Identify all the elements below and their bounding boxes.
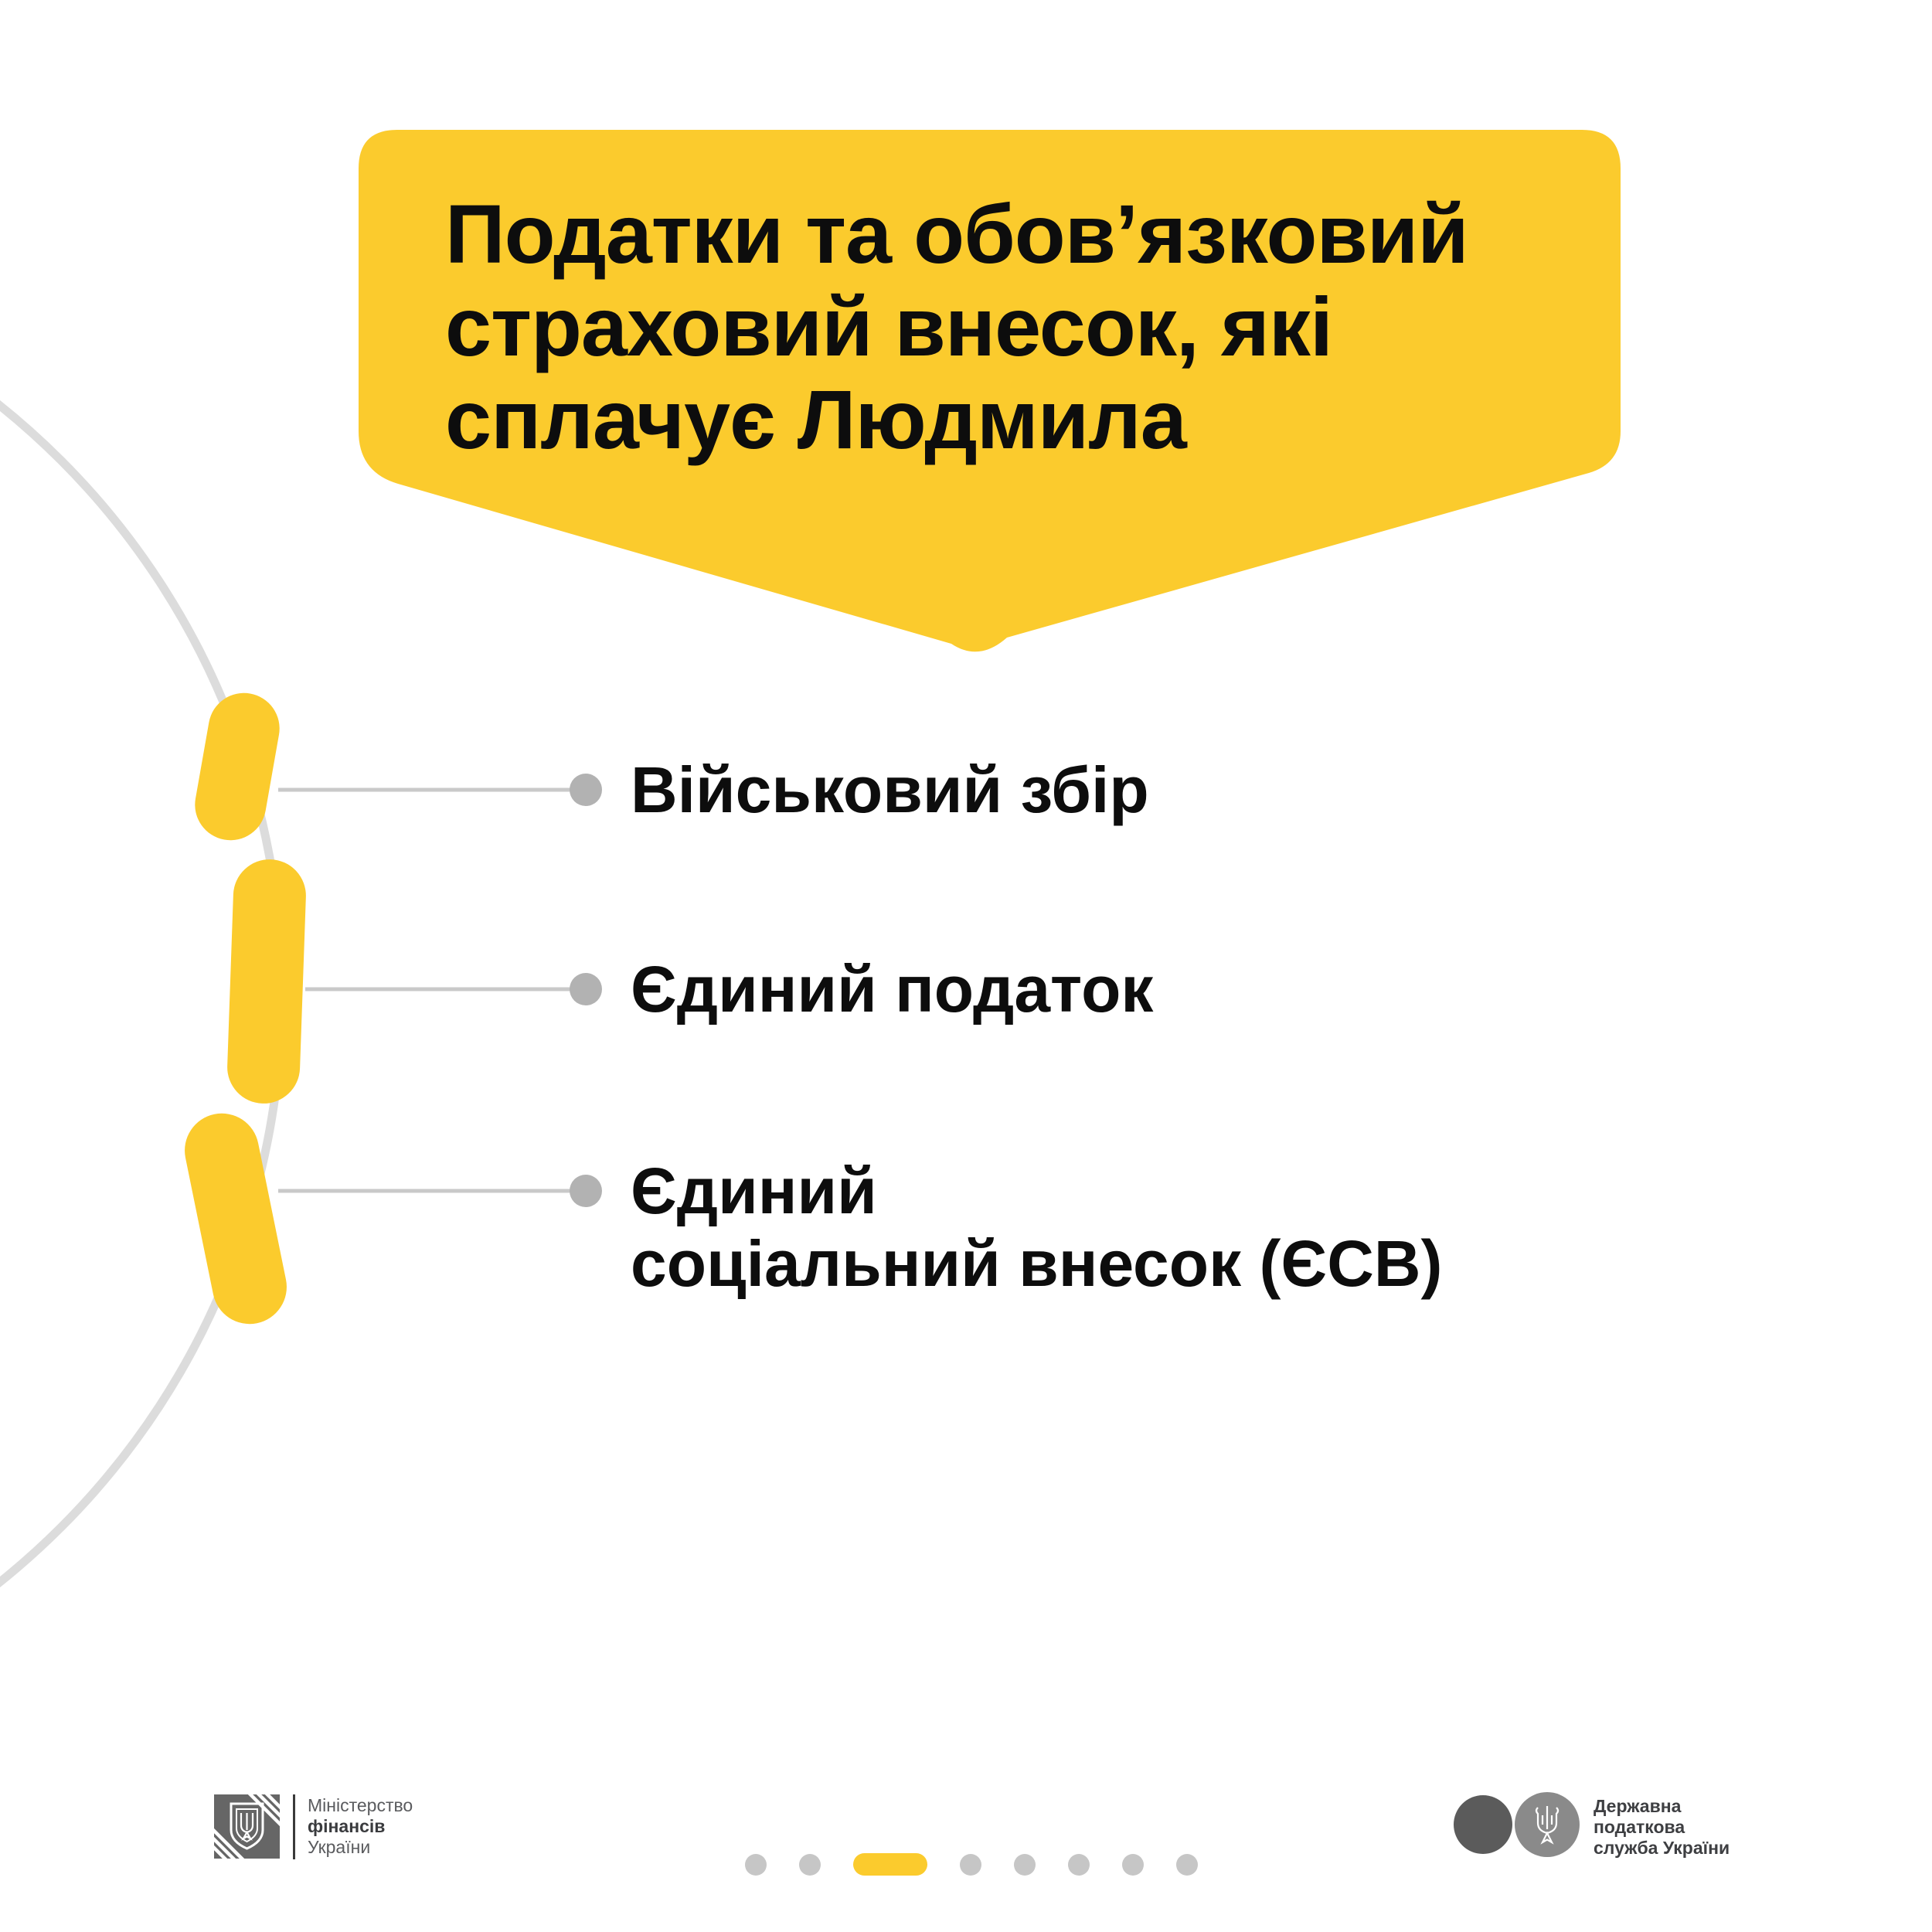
ministry-logo-text: Міністерство фінансів України	[308, 1795, 413, 1858]
logo-stripe	[247, 1794, 280, 1827]
pagination-dot[interactable]	[1176, 1853, 1198, 1876]
list-item-single-tax: Єдиний податок	[631, 953, 1153, 1026]
tax-service-text: Державна податкова служба України	[1594, 1796, 1730, 1859]
pagination-dot[interactable]	[1122, 1853, 1144, 1876]
ministry-logo	[214, 1794, 280, 1859]
logo-stripe	[256, 1794, 280, 1818]
pagination-dot[interactable]	[1068, 1853, 1090, 1876]
list-item-social-contribution: Єдиний соціальний внесок (ЄСВ)	[631, 1155, 1443, 1300]
speech-bubble	[359, 130, 1621, 652]
page-title: Податки та обов’язковий страховий внесок…	[445, 187, 1469, 466]
logo-stripe	[214, 1845, 228, 1859]
tax-line-1: Державна	[1594, 1796, 1682, 1816]
timeline-pill-1	[195, 692, 280, 841]
bullet-dot-2	[570, 973, 602, 1005]
pagination-dot[interactable]	[799, 1853, 821, 1876]
title-line-3: сплачує Людмила	[445, 372, 1187, 466]
shield-icon	[230, 1802, 264, 1850]
timeline-pill-3	[185, 1113, 287, 1325]
list-item-label-line-1: Єдиний	[631, 1155, 877, 1227]
list-item-label: Єдиний податок	[631, 953, 1154, 1026]
pagination-dot[interactable]	[1014, 1853, 1036, 1876]
tax-line-3: служба України	[1594, 1838, 1730, 1858]
tax-service-logo	[1454, 1792, 1580, 1857]
trident-icon	[1535, 1806, 1560, 1845]
pagination-dot[interactable]	[960, 1853, 981, 1876]
shield-inner-outline	[236, 1808, 258, 1843]
title-line-1: Податки та обов’язковий	[445, 187, 1469, 281]
bullet-dot-3	[570, 1175, 602, 1207]
list-item-military-levy: Військовий збір	[631, 753, 1149, 826]
timeline-pill-2	[227, 859, 306, 1104]
ministry-line-1: Міністерство	[308, 1795, 413, 1815]
logo-stripe	[264, 1794, 280, 1810]
pagination-active-pill[interactable]	[853, 1853, 927, 1876]
logo-divider	[293, 1794, 295, 1859]
list-item-label-line-2: соціальний внесок (ЄСВ)	[631, 1227, 1443, 1300]
trident-icon	[240, 1813, 254, 1841]
ministry-line-3: України	[308, 1837, 371, 1857]
ministry-line-2: фінансів	[308, 1816, 386, 1836]
logo-stripe	[214, 1836, 236, 1859]
pagination-dot[interactable]	[745, 1853, 767, 1876]
tax-logo-dark-circle	[1454, 1795, 1512, 1854]
list-item-label: Військовий збір	[631, 753, 1149, 826]
title-line-2: страховий внесок, які	[445, 280, 1333, 373]
bullet-dot-1	[570, 774, 602, 806]
ministry-logo-square	[214, 1794, 280, 1859]
pagination	[745, 1853, 1198, 1876]
logo-stripe	[214, 1828, 245, 1859]
tax-line-2: податкова	[1594, 1817, 1685, 1837]
